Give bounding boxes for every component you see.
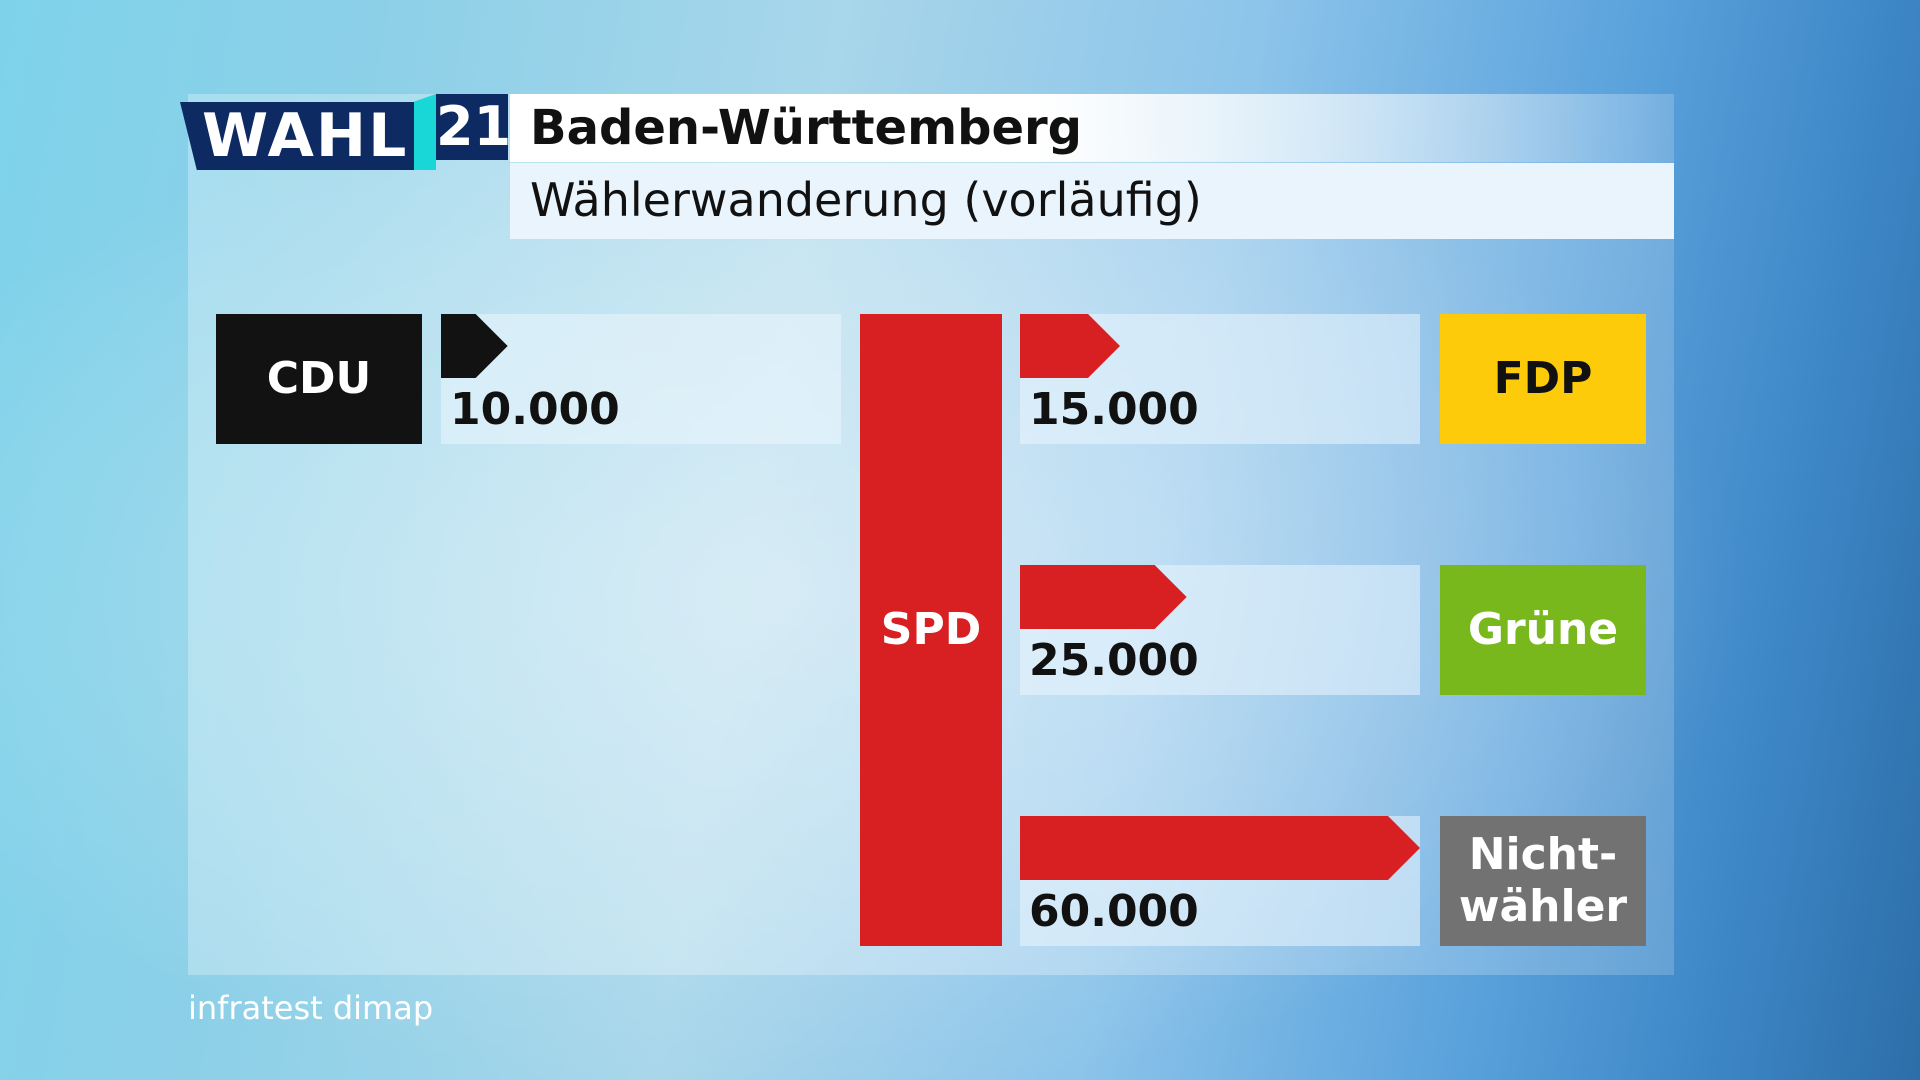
flow-track-cdu	[441, 314, 841, 444]
logo-stripe	[414, 94, 436, 170]
flow-arrow-spd	[441, 314, 508, 378]
party-label-spd: SPD	[880, 604, 982, 655]
wahl-logo-number: 21	[436, 94, 512, 160]
flow-value-gruene: 25.000	[1029, 635, 1199, 686]
party-box-gruene: Grüne	[1440, 565, 1646, 695]
page-subtitle: Wählerwanderung (vorläufig)	[530, 173, 1202, 227]
flow-arrow-grne	[1020, 565, 1187, 629]
wahl-logo-text: WAHL	[202, 101, 409, 171]
flow-arrow-fdp	[1020, 314, 1120, 378]
party-box-cdu: CDU	[216, 314, 422, 444]
page-title: Baden-Württemberg	[530, 100, 1083, 156]
flow-value-cdu: 10.000	[450, 384, 620, 435]
party-box-nichtwaehler: Nicht- wähler	[1440, 816, 1646, 946]
party-label-gruene: Grüne	[1467, 604, 1619, 655]
party-label-nichtwaehler: Nicht- wähler	[1458, 829, 1628, 932]
subtitle-bar	[510, 163, 1674, 239]
party-label-cdu: CDU	[266, 353, 372, 404]
title-bar	[510, 94, 1674, 162]
source-credit: infratest dimap	[188, 989, 434, 1027]
flow-arrow-nichtwhler	[1020, 816, 1420, 880]
party-label-fdp: FDP	[1493, 353, 1593, 404]
flow-value-nichtwaehler: 60.000	[1029, 886, 1199, 937]
party-column-spd: SPD	[860, 314, 1002, 946]
wahl-logo: WAHL	[180, 102, 420, 170]
party-box-fdp: FDP	[1440, 314, 1646, 444]
flow-value-fdp: 15.000	[1029, 384, 1199, 435]
